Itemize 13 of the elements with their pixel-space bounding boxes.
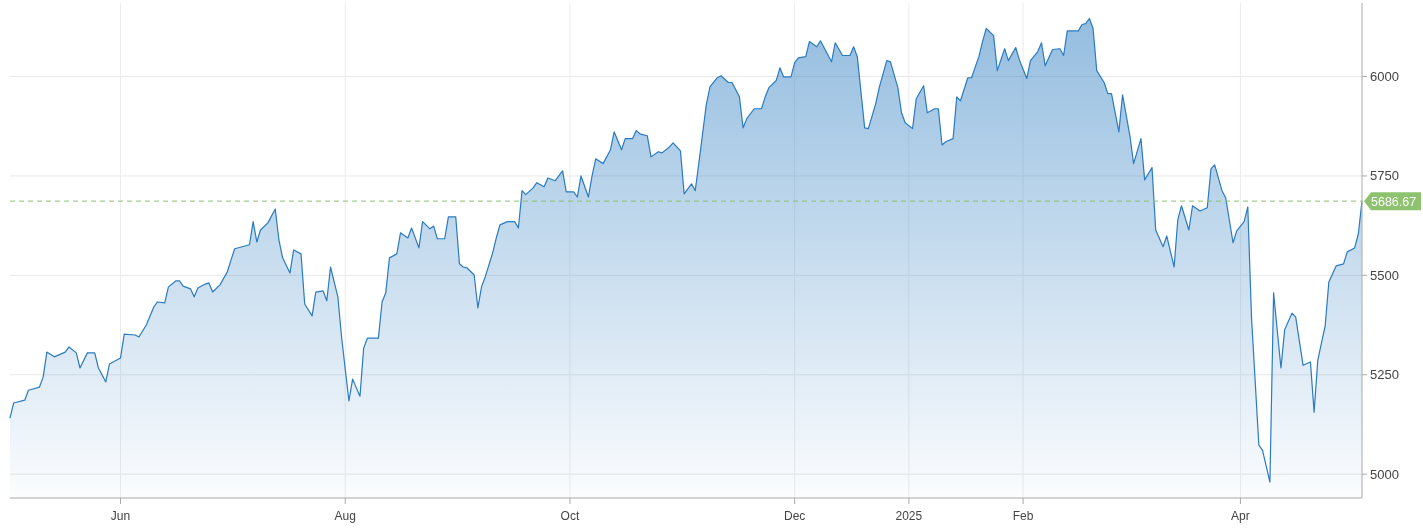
y-tick-label: 5750	[1370, 168, 1399, 184]
x-tick-label: Apr	[1231, 509, 1250, 523]
y-tick-label: 5000	[1370, 466, 1399, 482]
ref-line-label: 5686.67	[1371, 194, 1417, 209]
x-tick-label: 2025	[895, 509, 923, 523]
y-tick-label: 5250	[1370, 367, 1399, 383]
x-tick-label: Feb	[1012, 509, 1034, 523]
x-tick-label: Aug	[334, 509, 356, 523]
y-tick-label: 5500	[1370, 267, 1399, 283]
x-tick-label: Jun	[110, 509, 131, 523]
y-tick-label: 6000	[1370, 69, 1399, 85]
x-tick-label: Oct	[560, 509, 580, 523]
x-tick-label: Dec	[784, 509, 806, 523]
